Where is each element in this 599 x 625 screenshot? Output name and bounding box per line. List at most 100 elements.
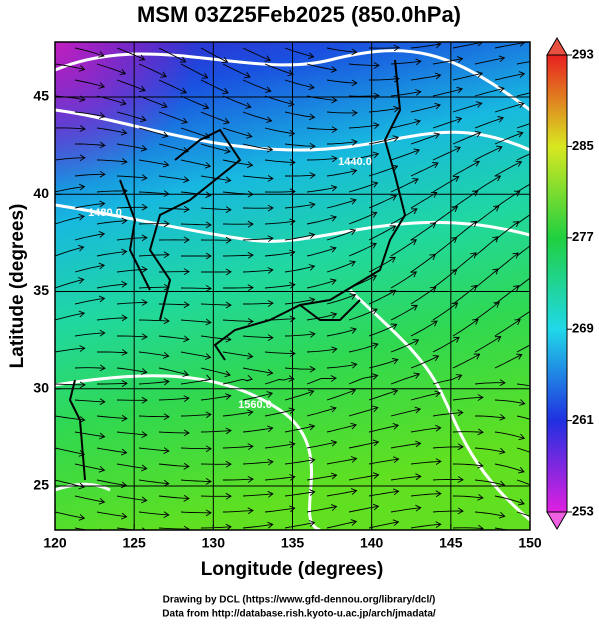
streamline-arrow [247, 507, 254, 515]
streamline-arrow [289, 505, 296, 513]
streamline [96, 63, 126, 75]
streamline-arrow [247, 161, 254, 169]
streamline-arrow [79, 416, 86, 423]
streamline-arrow [98, 295, 106, 303]
streamline-arrow [450, 236, 458, 244]
streamline [284, 522, 315, 529]
streamline [306, 313, 337, 321]
streamline [516, 153, 530, 161]
streamline-arrow [350, 519, 358, 526]
streamline [284, 425, 315, 433]
streamline [264, 317, 295, 321]
streamline [494, 319, 521, 337]
streamline-arrow [121, 512, 128, 520]
streamline [242, 523, 273, 529]
streamline [306, 247, 337, 257]
streamline [410, 192, 437, 209]
streamline-arrow [183, 335, 190, 343]
streamline [326, 47, 357, 53]
streamline [138, 159, 169, 166]
streamline-arrow [456, 56, 464, 63]
streamline-arrow [309, 201, 316, 209]
streamline [348, 407, 378, 417]
streamline [494, 252, 519, 273]
streamline [116, 111, 146, 121]
streamline [432, 336, 460, 353]
streamline [264, 63, 294, 75]
streamline [242, 79, 271, 92]
streamline [306, 63, 337, 71]
streamline [55, 63, 85, 70]
streamline-arrow [138, 54, 146, 61]
streamline [180, 159, 211, 167]
streamline [452, 431, 484, 433]
streamline-arrow [478, 524, 484, 530]
streamline [116, 79, 146, 92]
streamline-arrow [204, 374, 212, 382]
streamline-arrow [434, 390, 441, 398]
streamline [55, 246, 84, 257]
streamline-arrow [518, 433, 526, 441]
streamline [452, 527, 484, 529]
streamline-arrow [225, 335, 232, 343]
streamline-arrow [434, 72, 442, 80]
streamline-arrow [183, 301, 190, 309]
streamline [516, 511, 530, 517]
streamline-arrow [351, 138, 358, 146]
streamline-arrow [121, 248, 128, 256]
streamline-arrow [351, 48, 358, 56]
streamline [116, 463, 147, 470]
streamline-arrow [289, 474, 296, 481]
streamline [264, 409, 295, 417]
streamline-arrow [330, 66, 338, 73]
streamline [452, 72, 483, 81]
streamline-arrow [267, 369, 274, 376]
streamline-arrow [247, 443, 254, 450]
streamline [200, 111, 230, 124]
streamline-arrow [309, 457, 316, 464]
streamline [474, 268, 499, 289]
contour-line [55, 482, 111, 492]
streamline [284, 298, 315, 305]
streamline [348, 182, 378, 193]
streamline [284, 265, 315, 273]
streamline-arrow [266, 391, 274, 398]
streamline [368, 521, 399, 529]
streamline [452, 252, 477, 273]
coastline [213, 59, 407, 361]
colorbar-tick-label: 285 [572, 138, 594, 153]
streamline [306, 157, 337, 161]
streamline-arrow [392, 135, 400, 142]
streamline-arrow [267, 490, 274, 498]
streamline [306, 506, 337, 513]
streamline-arrow [541, 57, 546, 63]
streamline-arrow [161, 102, 168, 109]
streamline-arrow [470, 252, 477, 259]
streamline-arrow [518, 101, 525, 109]
streamline [368, 490, 399, 497]
streamline-arrow [331, 472, 338, 480]
streamline-arrow [99, 200, 106, 208]
streamline [96, 283, 127, 289]
streamline-arrow [205, 252, 212, 260]
streamline-arrow [160, 71, 167, 78]
streamline [368, 390, 398, 401]
streamline [242, 175, 273, 180]
streamline-arrow [225, 206, 232, 213]
streamline [326, 458, 357, 465]
streamline [138, 351, 169, 357]
streamline [116, 431, 147, 436]
streamline-arrow [371, 405, 379, 413]
streamline-arrow [473, 160, 480, 167]
streamline-arrow [264, 55, 272, 62]
streamline [138, 380, 169, 385]
streamline [55, 157, 85, 161]
streamline-arrow [201, 72, 209, 79]
streamline [138, 479, 169, 485]
streamline-arrow [247, 251, 254, 259]
streamline-arrow [390, 323, 398, 330]
streamline [116, 175, 147, 179]
streamline [306, 441, 337, 449]
streamline [158, 47, 186, 63]
streamline [326, 199, 357, 209]
